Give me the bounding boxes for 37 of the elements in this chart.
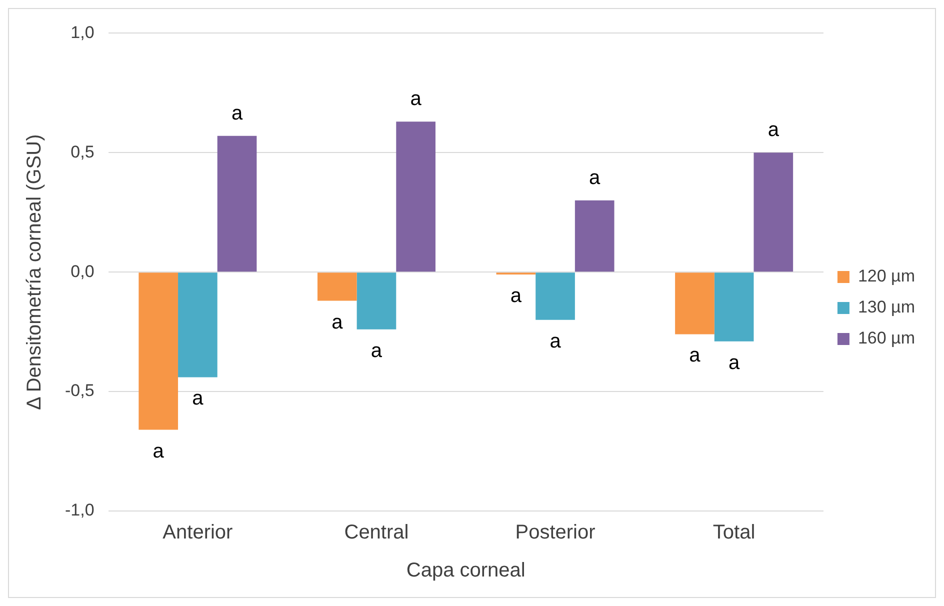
y-tick-label: 0,5 — [70, 142, 94, 162]
x-tick-label: Total — [712, 522, 756, 544]
data-label: a — [589, 166, 602, 189]
data-label: a — [332, 311, 344, 334]
data-label: a — [370, 340, 383, 362]
bar — [138, 272, 178, 430]
bar — [536, 272, 575, 320]
data-label: a — [231, 102, 244, 124]
bar — [754, 152, 794, 272]
y-tick-label: 1,0 — [70, 22, 94, 42]
bar — [714, 272, 754, 342]
data-label: a — [510, 285, 522, 308]
data-label: a — [689, 344, 702, 367]
bar — [574, 200, 614, 272]
data-label: a — [728, 352, 740, 374]
bar — [317, 272, 357, 301]
y-tick-label: 0,0 — [70, 262, 94, 281]
x-tick-label: Anterior — [162, 522, 234, 544]
data-label: a — [152, 440, 165, 462]
y-axis-title: Δ Densitometría corneal (GSU) — [24, 134, 46, 410]
data-label: a — [192, 388, 204, 410]
legend-label: 120 µm — [858, 266, 916, 286]
x-tick-label: Posterior — [515, 522, 596, 544]
bar — [356, 272, 396, 330]
data-label: a — [410, 88, 422, 110]
y-tick-label: -0,5 — [64, 381, 94, 400]
bar — [178, 272, 218, 378]
x-axis-title: Capa corneal — [406, 560, 526, 582]
data-label: a — [768, 119, 780, 142]
legend-label: 130 µm — [858, 298, 916, 317]
bar — [396, 122, 436, 272]
x-tick-label: Central — [344, 522, 409, 544]
data-label: a — [550, 330, 562, 352]
y-tick-label: -1,0 — [64, 500, 94, 520]
legend-label: 160 µm — [858, 328, 916, 348]
bar — [675, 272, 714, 334]
bar — [217, 136, 257, 272]
